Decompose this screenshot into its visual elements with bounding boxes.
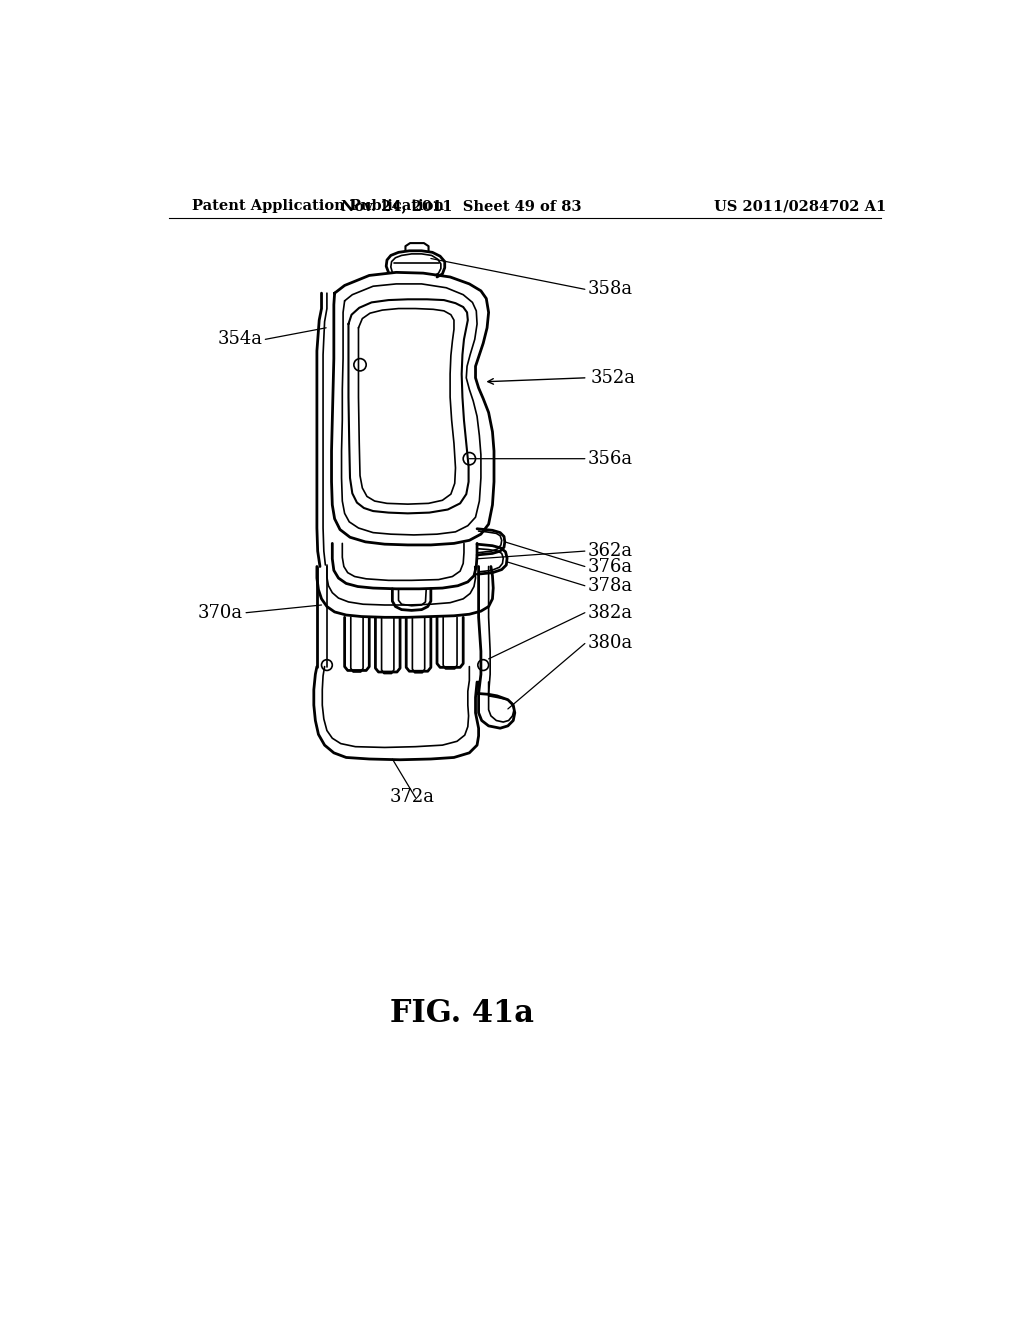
Text: 354a: 354a <box>217 330 262 348</box>
Text: US 2011/0284702 A1: US 2011/0284702 A1 <box>715 199 887 213</box>
Text: FIG. 41a: FIG. 41a <box>390 998 534 1028</box>
Text: 378a: 378a <box>588 577 633 595</box>
Text: 382a: 382a <box>588 603 633 622</box>
Text: 362a: 362a <box>588 543 633 560</box>
Text: 356a: 356a <box>588 450 633 467</box>
Text: 380a: 380a <box>588 635 633 652</box>
Text: 376a: 376a <box>588 557 633 576</box>
Text: 358a: 358a <box>588 280 633 298</box>
Text: 370a: 370a <box>198 603 243 622</box>
Text: Patent Application Publication: Patent Application Publication <box>193 199 444 213</box>
Text: 352a: 352a <box>591 368 636 387</box>
Text: 372a: 372a <box>390 788 435 807</box>
Text: Nov. 24, 2011  Sheet 49 of 83: Nov. 24, 2011 Sheet 49 of 83 <box>341 199 582 213</box>
